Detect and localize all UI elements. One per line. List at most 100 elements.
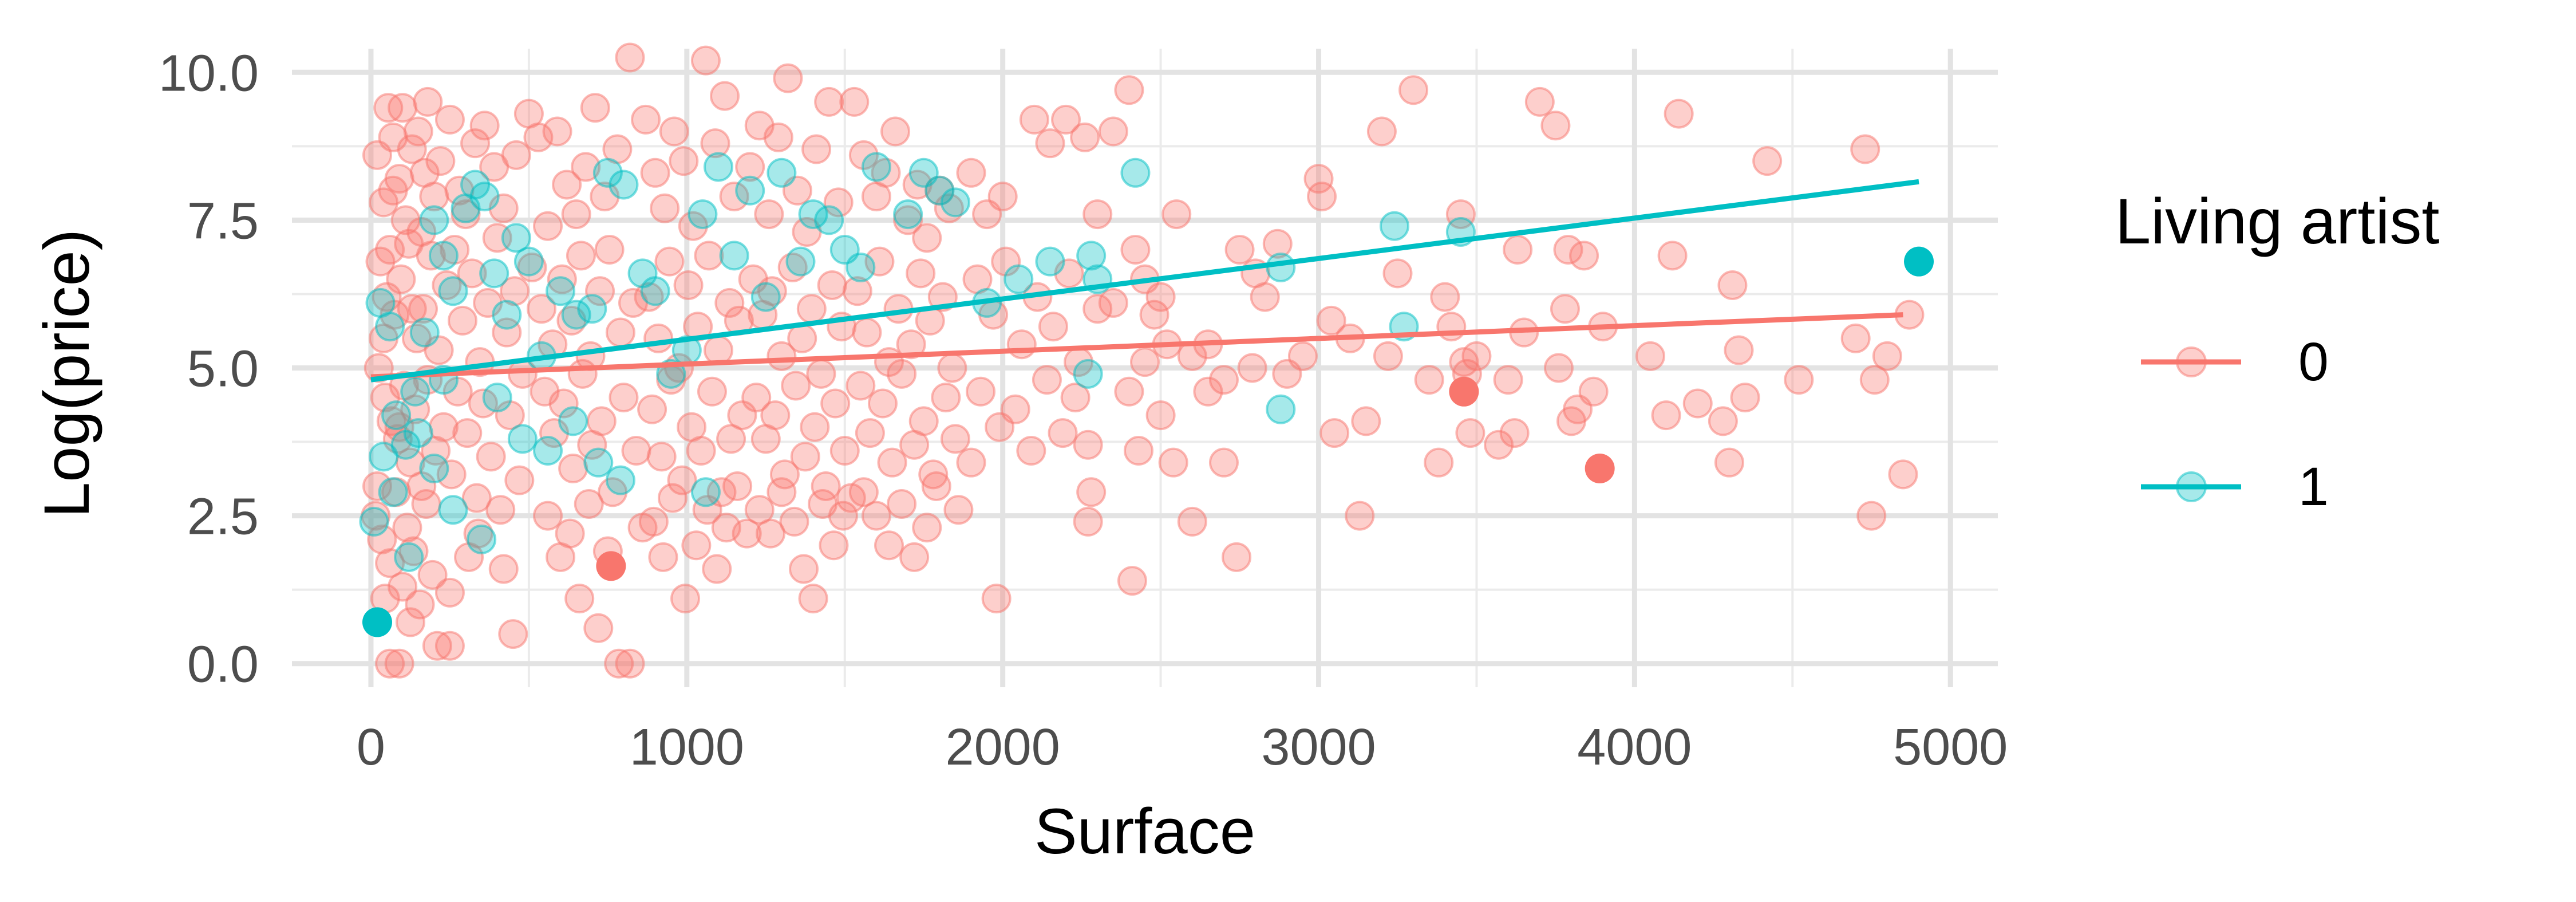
data-point-series-0	[1193, 376, 1223, 407]
data-point-series-0	[375, 548, 405, 578]
data-point-series-0	[574, 489, 604, 519]
data-point-series-0	[940, 424, 970, 454]
data-point-series-0	[526, 294, 556, 324]
data-point-series-0	[846, 371, 876, 401]
x-tick-label: 2000	[946, 719, 1060, 776]
data-point-series-0	[1208, 447, 1239, 478]
data-point-series-0	[452, 418, 483, 448]
data-point-series-0	[1856, 501, 1887, 531]
data-point-series-0	[615, 42, 645, 73]
data-point-series-1	[546, 276, 576, 306]
data-point-series-1	[409, 317, 440, 348]
data-point-series-0	[1578, 376, 1609, 407]
data-point-series-0	[583, 613, 614, 643]
legend: Living artist 01	[2115, 186, 2439, 517]
data-point-series-0	[523, 122, 554, 152]
data-point-series-0	[1503, 235, 1533, 265]
data-point-series-1	[460, 170, 491, 200]
data-point-series-0	[388, 572, 418, 602]
y-tick-label: 10.0	[159, 45, 259, 102]
data-point-series-1	[861, 152, 891, 182]
data-point-series-0	[839, 86, 870, 117]
data-point-series-1	[846, 252, 876, 282]
highlight-point-series-1	[362, 607, 392, 637]
data-point-series-0	[896, 329, 926, 360]
data-point-series-0	[485, 495, 516, 525]
data-point-series-0	[861, 501, 891, 531]
data-point-series-0	[533, 211, 563, 241]
data-point-series-0	[1708, 406, 1738, 436]
data-point-series-0	[1430, 282, 1460, 312]
data-point-series-1	[640, 276, 670, 306]
data-point-series-0	[384, 412, 414, 442]
data-point-series-0	[605, 317, 635, 348]
data-point-series-0	[650, 193, 680, 223]
data-point-series-0	[1424, 447, 1454, 478]
data-point-series-0	[637, 394, 667, 424]
data-point-series-0	[686, 436, 716, 466]
data-point-series-1	[394, 542, 424, 572]
data-point-series-0	[501, 140, 531, 170]
data-point-series-1	[814, 205, 844, 235]
data-point-series-0	[796, 294, 827, 324]
data-point-series-0	[564, 584, 595, 614]
data-point-series-0	[1048, 418, 1078, 448]
data-point-series-0	[425, 146, 456, 176]
data-point-series-1	[400, 376, 430, 407]
data-point-series-0	[552, 170, 582, 200]
highlight-point-series-1	[1904, 246, 1934, 277]
data-point-series-0	[670, 584, 701, 614]
data-point-series-1	[438, 495, 468, 525]
data-point-series-0	[899, 542, 930, 572]
highlight-point-series-0	[1585, 454, 1615, 484]
data-point-series-0	[533, 501, 563, 531]
data-point-series-0	[874, 530, 904, 561]
data-point-series-0	[1035, 128, 1065, 159]
data-point-series-0	[681, 530, 712, 561]
data-point-series-0	[1840, 323, 1871, 353]
data-point-series-1	[359, 506, 389, 537]
data-point-series-0	[848, 477, 879, 507]
data-point-series-0	[488, 554, 519, 584]
data-point-series-1	[577, 294, 607, 324]
data-point-series-0	[461, 483, 492, 513]
data-point-series-1	[428, 241, 459, 271]
data-point-series-0	[392, 513, 422, 543]
highlight-points	[362, 246, 1934, 637]
data-point-series-0	[375, 648, 405, 679]
data-point-series-0	[1098, 116, 1128, 147]
data-point-series-0	[867, 388, 898, 419]
data-point-series-0	[1145, 400, 1176, 431]
data-point-series-1	[1120, 157, 1151, 188]
data-point-series-0	[1850, 134, 1880, 164]
data-point-series-0	[906, 258, 936, 289]
data-point-series-0	[397, 294, 427, 324]
data-point-series-0	[1114, 75, 1144, 105]
data-point-series-0	[1373, 341, 1403, 371]
data-point-series-1	[583, 447, 614, 478]
data-point-series-0	[1076, 477, 1107, 507]
data-point-series-0	[1455, 418, 1485, 448]
data-point-series-0	[864, 246, 895, 277]
data-point-series-0	[1524, 86, 1555, 117]
data-point-series-1	[479, 258, 509, 289]
data-point-series-0	[654, 246, 685, 277]
data-point-series-0	[417, 560, 448, 590]
fit-line-series-1	[370, 179, 1919, 383]
data-point-series-0	[943, 495, 974, 525]
highlight-point-series-0	[1449, 376, 1479, 407]
data-point-series-0	[732, 518, 762, 549]
data-point-series-0	[912, 223, 942, 253]
data-point-series-0	[1351, 406, 1381, 436]
data-point-series-0	[981, 584, 1012, 614]
data-point-series-0	[397, 134, 427, 164]
data-point-series-0	[781, 371, 811, 401]
data-point-series-1	[1379, 211, 1409, 241]
data-point-series-0	[561, 199, 591, 230]
data-point-series-0	[411, 489, 441, 519]
data-point-series-1	[501, 223, 531, 253]
data-point-series-0	[908, 406, 939, 436]
data-point-series-0	[956, 447, 986, 478]
data-point-series-0	[1859, 365, 1890, 395]
data-point-series-0	[1493, 365, 1523, 395]
